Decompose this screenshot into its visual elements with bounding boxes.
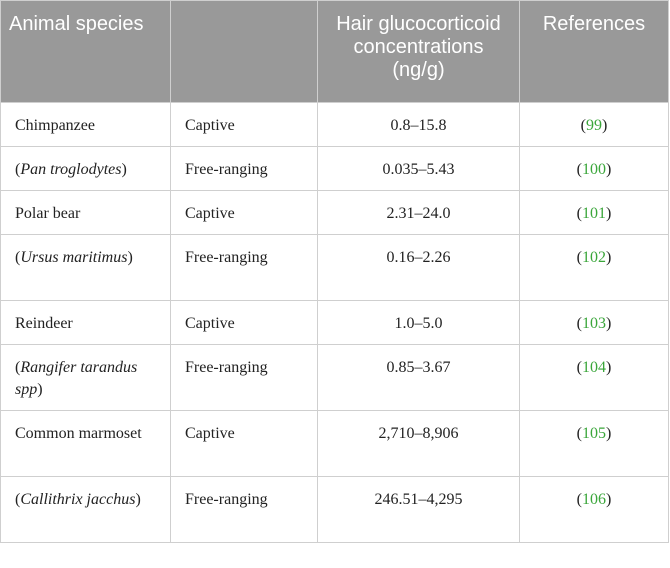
scientific-name: Callithrix jacchus [20,491,136,508]
species-cell: Reindeer [0,300,171,345]
table-row: Chimpanzee Captive 0.8–15.8 (99) [0,102,669,147]
table-row: (Pan troglodytes) Free-ranging 0.035–5.4… [0,146,669,191]
reference-link[interactable]: 101 [582,205,606,222]
reference-cell: (103) [519,300,669,345]
table-row: Polar bear Captive 2.31–24.0 (101) [0,190,669,235]
reference-link[interactable]: 100 [582,161,606,178]
status-cell: Free-ranging [170,146,318,191]
species-cell: (Ursus maritimus) [0,234,171,301]
concentration-cell: 1.0–5.0 [317,300,520,345]
reference-link[interactable]: 104 [582,359,606,376]
concentration-cell: 0.16–2.26 [317,234,520,301]
reference-link[interactable]: 102 [582,249,606,266]
species-cell: (Callithrix jacchus) [0,476,171,543]
reference-cell: (100) [519,146,669,191]
species-cell: Polar bear [0,190,171,235]
header-references: References [519,0,669,103]
table-row: (Ursus maritimus) Free-ranging 0.16–2.26… [0,234,669,301]
concentration-cell: 2,710–8,906 [317,410,520,477]
scientific-name: Pan troglodytes [20,161,122,178]
concentration-cell: 0.85–3.67 [317,344,520,411]
concentration-cell: 2.31–24.0 [317,190,520,235]
species-cell: Chimpanzee [0,102,171,147]
table-row: (Callithrix jacchus) Free-ranging 246.51… [0,476,669,543]
status-cell: Captive [170,410,318,477]
reference-cell: (101) [519,190,669,235]
status-cell: Free-ranging [170,234,318,301]
header-animal-species: Animal species [0,0,171,103]
table-row: Common marmoset Captive 2,710–8,906 (105… [0,410,669,477]
reference-cell: (105) [519,410,669,477]
reference-link[interactable]: 106 [582,491,606,508]
reference-cell: (104) [519,344,669,411]
reference-link[interactable]: 103 [582,315,606,332]
status-cell: Free-ranging [170,476,318,543]
status-cell: Captive [170,190,318,235]
header-status [170,0,318,103]
status-cell: Captive [170,102,318,147]
species-cell: Common marmoset [0,410,171,477]
status-cell: Free-ranging [170,344,318,411]
concentration-cell: 0.035–5.43 [317,146,520,191]
reference-cell: (99) [519,102,669,147]
table-header: Animal species Hair glucocorticoid conce… [0,0,669,103]
scientific-name: Ursus maritimus [20,249,128,266]
reference-link[interactable]: 99 [586,117,602,134]
species-cell: (Pan troglodytes) [0,146,171,191]
concentration-cell: 246.51–4,295 [317,476,520,543]
concentration-cell: 0.8–15.8 [317,102,520,147]
status-cell: Captive [170,300,318,345]
header-concentration: Hair glucocorticoid concentrations (ng/g… [317,0,520,103]
glucocorticoid-table: Animal species Hair glucocorticoid conce… [0,0,669,543]
reference-cell: (102) [519,234,669,301]
reference-link[interactable]: 105 [582,425,606,442]
scientific-name: Rangifer tarandus spp [15,359,138,398]
reference-cell: (106) [519,476,669,543]
species-cell: (Rangifer tarandus spp) [0,344,171,411]
table-row: (Rangifer tarandus spp) Free-ranging 0.8… [0,344,669,411]
table-row: Reindeer Captive 1.0–5.0 (103) [0,300,669,345]
